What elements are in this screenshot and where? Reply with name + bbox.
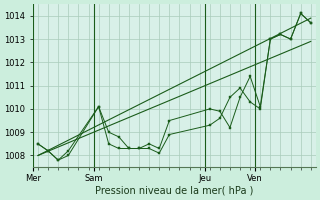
X-axis label: Pression niveau de la mer( hPa ): Pression niveau de la mer( hPa ) bbox=[95, 186, 253, 196]
